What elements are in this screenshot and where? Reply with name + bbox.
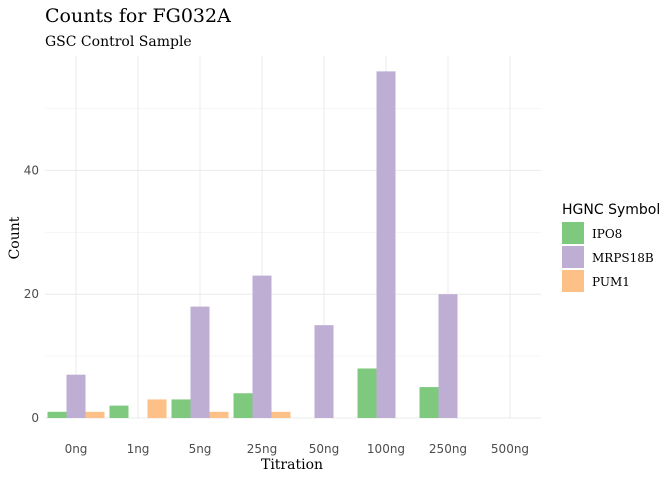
x-tick-label: 100ng <box>367 442 405 456</box>
bar <box>357 368 377 418</box>
x-tick-label: 5ng <box>189 442 212 456</box>
x-tick-label: 25ng <box>247 442 278 456</box>
bar <box>271 411 291 418</box>
bar <box>419 387 439 418</box>
bar <box>109 405 129 418</box>
y-tick-label: 40 <box>24 163 39 177</box>
x-tick-label: 50ng <box>309 442 340 456</box>
legend-key <box>562 270 584 292</box>
y-axis-title: Count <box>7 216 23 259</box>
chart-title: Counts for FG032A <box>45 5 231 27</box>
legend-key <box>562 246 584 268</box>
x-axis-title: Titration <box>261 457 323 473</box>
bar <box>85 411 105 418</box>
bar <box>233 393 253 418</box>
x-axis-ticks: 0ng 1ng 5ng 25ng 50ng 100ng 250ng 500ng <box>65 442 530 456</box>
bar <box>66 374 86 418</box>
bar <box>438 294 458 418</box>
legend-label: IPO8 <box>592 227 622 241</box>
legend-label: PUM1 <box>592 275 630 289</box>
legend-key <box>562 222 584 244</box>
bar <box>209 411 229 418</box>
bar <box>171 399 191 418</box>
bar <box>252 275 272 418</box>
legend-title: HGNC Symbol <box>562 202 660 218</box>
y-tick-label: 0 <box>31 411 39 425</box>
bar <box>314 325 334 418</box>
y-axis-ticks: 0 20 40 <box>24 163 39 425</box>
y-tick-label: 20 <box>24 287 39 301</box>
grid <box>45 56 541 419</box>
x-tick-label: 0ng <box>65 442 88 456</box>
bar <box>376 71 396 419</box>
bar <box>47 411 67 418</box>
x-tick-label: 1ng <box>127 442 150 456</box>
chart-subtitle: GSC Control Sample <box>45 34 192 50</box>
x-tick-label: 250ng <box>429 442 467 456</box>
x-tick-label: 500ng <box>491 442 529 456</box>
bar <box>147 399 167 418</box>
bars <box>47 71 458 419</box>
bar <box>190 306 210 418</box>
legend: HGNC Symbol IPO8 MRPS18B PUM1 <box>562 202 660 292</box>
legend-label: MRPS18B <box>592 251 654 265</box>
